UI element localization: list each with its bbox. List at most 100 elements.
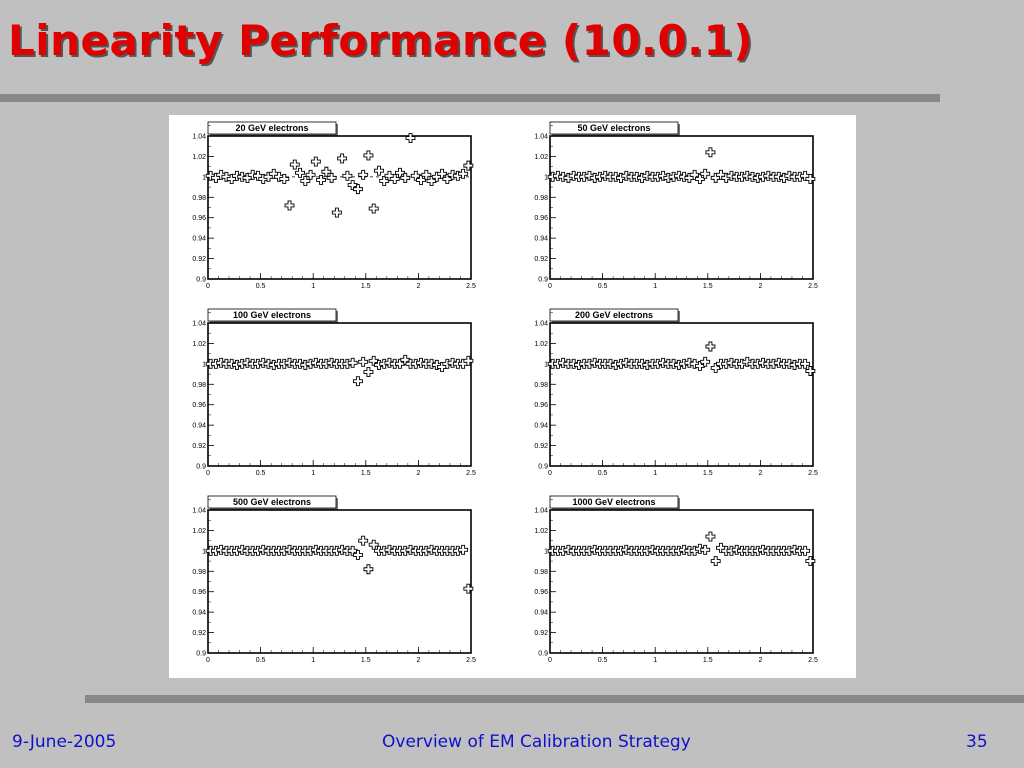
- data-point: [621, 357, 632, 368]
- data-point: [316, 174, 327, 185]
- data-point: [284, 544, 295, 555]
- x-tick-label: 1: [311, 657, 315, 664]
- data-point: [568, 170, 579, 181]
- data-point: [758, 357, 768, 368]
- x-tick-label: 2: [758, 470, 762, 477]
- data-point: [621, 170, 632, 181]
- title-divider: [0, 94, 940, 102]
- data-point: [463, 160, 474, 171]
- y-tick-label: 0.98: [534, 382, 548, 389]
- data-point: [242, 357, 253, 368]
- y-tick-label: 0.94: [192, 236, 206, 243]
- chart-panel: 20 GeV electrons 0.9 0.92 0.94 0.96 0.98 1 1.02…: [192, 121, 476, 290]
- y-tick-label: 1.02: [534, 154, 548, 161]
- chart-title-box: [549, 121, 679, 135]
- x-tick-label: 2.5: [808, 283, 818, 290]
- data-point: [352, 184, 363, 195]
- x-tick-label: 1.5: [703, 657, 713, 664]
- y-tick-label: 0.9: [538, 651, 548, 658]
- data-point: [647, 544, 658, 555]
- x-tick-label: 0: [206, 283, 210, 290]
- linearity-charts: 20 GeV electrons0.90.920.940.960.9811.02…: [192, 121, 818, 664]
- x-tick-label: 2: [416, 657, 420, 664]
- data-point: [694, 543, 705, 554]
- x-tick-label: 1: [311, 470, 315, 477]
- y-tick-label: 0.96: [534, 402, 548, 409]
- data-point: [416, 357, 426, 368]
- x-tick-label: 0: [206, 657, 210, 664]
- y-tick-label: 1.04: [192, 508, 206, 515]
- data-point: [694, 173, 705, 184]
- chart-panel: 100 GeV electrons 0.9 0.92 0.94 0.96 0.98 1 1.0…: [192, 308, 476, 477]
- y-tick-label: 0.92: [534, 630, 548, 637]
- data-point: [584, 170, 595, 181]
- data-point: [689, 358, 700, 369]
- y-tick-label: 1: [544, 548, 548, 555]
- y-tick-label: 0.9: [196, 277, 206, 284]
- data-point: [310, 357, 321, 368]
- data-point: [800, 358, 811, 369]
- y-tick-label: 1.04: [534, 508, 548, 515]
- x-tick-label: 2.5: [466, 470, 476, 477]
- y-tick-label: 1: [544, 174, 548, 181]
- y-tick-label: 1.02: [534, 528, 548, 535]
- x-tick-label: 0.5: [256, 470, 266, 477]
- plot-frame: [549, 322, 814, 467]
- x-tick-label: 1.5: [361, 657, 371, 664]
- chart-title: 50 GeV electrons: [577, 123, 650, 133]
- x-tick-label: 2: [416, 470, 420, 477]
- y-tick-label: 0.94: [192, 610, 206, 617]
- data-point: [600, 170, 611, 181]
- data-point: [700, 544, 711, 555]
- y-tick-label: 0.98: [192, 195, 206, 202]
- data-point: [337, 153, 348, 164]
- x-tick-label: 2.5: [808, 470, 818, 477]
- data-point: [237, 171, 248, 182]
- y-tick-label: 1.02: [192, 154, 206, 161]
- data-point: [405, 133, 416, 143]
- chart-panel: 500 GeV electrons 0.9 0.92 0.94 0.96 0.98 1 1.0…: [192, 495, 476, 664]
- chart-title-box: [207, 495, 337, 509]
- data-point: [710, 362, 721, 373]
- data-point: [747, 171, 758, 182]
- data-point: [742, 170, 753, 181]
- data-point: [395, 167, 405, 178]
- x-tick-label: 1.5: [703, 470, 713, 477]
- footer-divider: [85, 695, 1024, 703]
- plot-frame: [549, 135, 814, 280]
- y-tick-label: 0.94: [534, 236, 548, 243]
- data-point: [673, 170, 684, 181]
- y-tick-label: 1.04: [192, 321, 206, 328]
- chart-title: 1000 GeV electrons: [572, 497, 655, 507]
- y-tick-label: 0.94: [534, 423, 548, 430]
- chart-title: 100 GeV electrons: [233, 310, 311, 320]
- data-point: [668, 358, 679, 369]
- data-point: [631, 171, 642, 182]
- data-point: [300, 175, 311, 186]
- data-point: [358, 356, 369, 367]
- chart-panel: 50 GeV electrons 0.9 0.92 0.94 0.96 0.98 1 1.02…: [534, 121, 818, 290]
- data-point: [705, 147, 716, 158]
- data-point: [305, 169, 316, 180]
- data-point: [289, 159, 300, 170]
- x-tick-label: 0.5: [598, 283, 608, 290]
- data-point: [758, 544, 768, 555]
- data-point: [379, 175, 390, 186]
- x-tick-label: 2.5: [466, 283, 476, 290]
- y-tick-label: 0.98: [534, 569, 548, 576]
- data-point: [605, 358, 616, 369]
- data-point: [731, 544, 742, 555]
- y-tick-label: 0.94: [192, 423, 206, 430]
- data-point: [400, 172, 411, 183]
- data-point: [805, 556, 816, 567]
- x-tick-label: 2.5: [466, 657, 476, 664]
- data-point: [763, 170, 774, 181]
- data-point: [679, 544, 690, 555]
- data-point: [326, 172, 337, 183]
- data-point: [589, 357, 600, 368]
- data-point: [442, 173, 453, 184]
- data-point: [710, 556, 721, 567]
- footer-date: 9-June-2005: [12, 732, 117, 752]
- data-point: [784, 170, 795, 181]
- x-tick-label: 1.5: [703, 283, 713, 290]
